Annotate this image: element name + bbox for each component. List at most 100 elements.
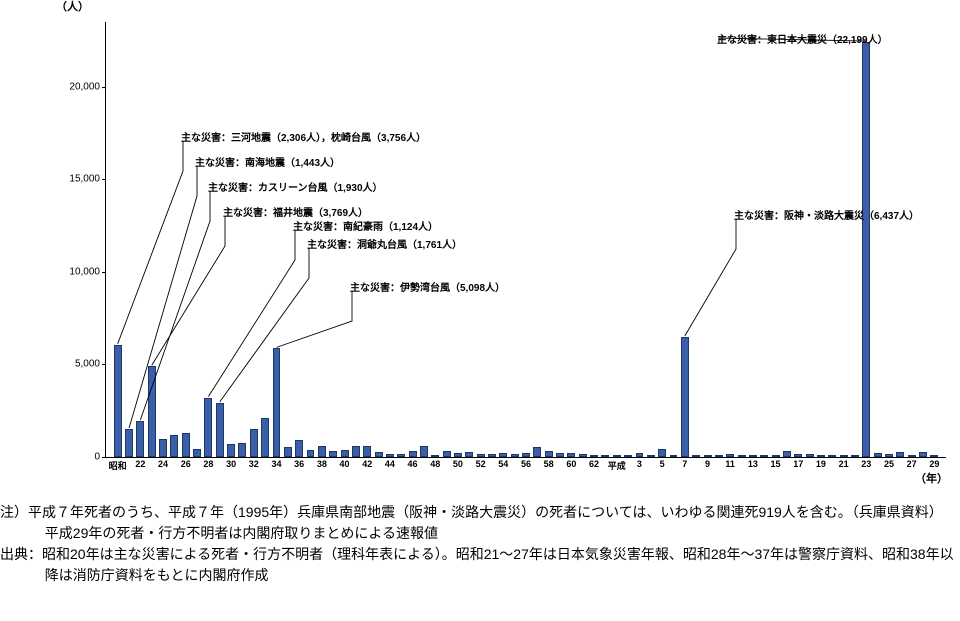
bar: [715, 455, 723, 457]
bar-slot: [271, 348, 282, 457]
bar-slot: [441, 451, 452, 457]
bar-slot: [146, 366, 157, 457]
bar-slot: [815, 455, 826, 457]
bar-slot: [702, 455, 713, 457]
y-tick-label: 10,000: [69, 266, 100, 277]
y-tick-label: 0: [94, 452, 100, 463]
bar: [363, 446, 371, 457]
bar: [681, 337, 689, 457]
bar-slot: [248, 429, 259, 457]
bar: [125, 429, 133, 457]
bar: [522, 453, 530, 457]
bar-slot: [135, 421, 146, 457]
bar-slot: [645, 455, 656, 457]
bar: [636, 453, 644, 457]
bar: [204, 398, 212, 457]
bar: [806, 454, 814, 457]
bar: [329, 451, 337, 457]
bar-slot: [691, 455, 702, 457]
bar: [601, 455, 609, 457]
x-tick-label: 25: [884, 459, 894, 469]
bar-slot: [600, 455, 611, 457]
bar: [670, 455, 678, 457]
x-tick-label: 52: [476, 459, 486, 469]
bar-slot: [929, 455, 940, 457]
x-tick-label: 26: [181, 459, 191, 469]
bar: [908, 455, 916, 457]
bar-slot: [464, 452, 475, 457]
bar-slot: [430, 455, 441, 457]
bar-slot: [191, 449, 202, 457]
bar-slot: [520, 453, 531, 457]
bar: [318, 446, 326, 457]
bar-slot: [588, 455, 599, 457]
bar-slot: [169, 435, 180, 457]
bar-slot: [747, 455, 758, 457]
bar-slot: [872, 453, 883, 457]
bar: [794, 454, 802, 457]
x-tick-label: 32: [249, 459, 259, 469]
y-tick-label: 5,000: [75, 359, 100, 370]
x-tick-label: 9: [705, 459, 710, 469]
x-tick-label: 3: [637, 459, 642, 469]
bar: [136, 421, 144, 457]
bar: [749, 455, 757, 457]
bar-slot: [725, 454, 736, 457]
bar: [114, 345, 122, 457]
bar-slot: [214, 403, 225, 457]
bar: [840, 455, 848, 457]
x-tick-label: 46: [408, 459, 418, 469]
bar-slot: [804, 454, 815, 457]
bar: [238, 443, 246, 457]
bar-slot: [486, 454, 497, 457]
bar-slot: [668, 455, 679, 457]
bar: [726, 454, 734, 457]
bar-slot: [452, 453, 463, 457]
chart-container: （人） 主な災害：三河地震（2,306人），枕崎台風（3,756人）主な災害：南…: [50, 0, 950, 500]
x-tick-label: 24: [158, 459, 168, 469]
bar-slot: [123, 429, 134, 457]
x-tick-label: 5: [660, 459, 665, 469]
bar: [431, 455, 439, 457]
x-tick-label: 17: [793, 459, 803, 469]
bar: [567, 453, 575, 457]
bar: [341, 450, 349, 457]
bar: [148, 366, 156, 457]
x-tick-label: 30: [226, 459, 236, 469]
bar-slot: [554, 453, 565, 457]
bar-slot: [259, 418, 270, 457]
bar: [533, 447, 541, 457]
bar-slot: [543, 451, 554, 457]
x-tick-label: 22: [135, 459, 145, 469]
bar: [170, 435, 178, 457]
bar-slot: [498, 453, 509, 457]
x-tick-label: 60: [566, 459, 576, 469]
bar: [420, 446, 428, 457]
bar-slot: [373, 452, 384, 457]
bar-slot: [679, 337, 690, 457]
bar: [647, 455, 655, 457]
x-tick-label: 54: [498, 459, 508, 469]
x-tick-label: 13: [748, 459, 758, 469]
bar-slot: [838, 455, 849, 457]
bar: [579, 454, 587, 457]
bar-slot: [577, 454, 588, 457]
bar-slot: [339, 450, 350, 457]
bar: [465, 452, 473, 457]
bar: [307, 450, 315, 457]
x-tick-label: 50: [453, 459, 463, 469]
bar: [738, 455, 746, 457]
bar-slot: [112, 345, 123, 457]
bar-slot: [917, 452, 928, 457]
x-tick-label: 58: [544, 459, 554, 469]
bar: [386, 454, 394, 457]
bar: [488, 454, 496, 457]
bar-slot: [225, 444, 236, 457]
bar-slot: [611, 455, 622, 457]
bar-slot: [759, 455, 770, 457]
footnote-1: 注）平成７年死者のうち、平成７年（1995年）兵庫県南部地震（阪神・淡路大震災）…: [0, 502, 960, 523]
x-tick-label: 56: [521, 459, 531, 469]
bar: [556, 453, 564, 457]
x-tick-label: 昭和: [109, 459, 127, 472]
bar: [227, 444, 235, 457]
